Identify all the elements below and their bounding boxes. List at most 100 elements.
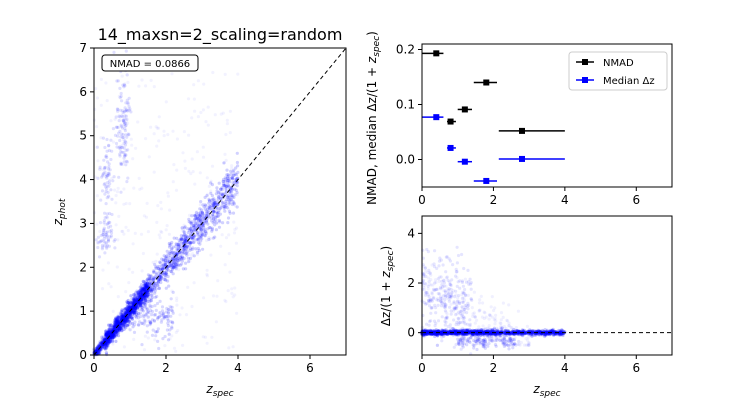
data-point xyxy=(107,332,111,336)
background-point xyxy=(148,275,152,279)
outlier-point xyxy=(104,154,108,158)
data-point xyxy=(131,301,135,306)
data-point xyxy=(223,183,227,187)
data-point xyxy=(166,279,170,283)
data-point xyxy=(145,282,150,286)
data-point xyxy=(122,316,126,321)
data-point xyxy=(104,344,108,349)
data-point xyxy=(176,247,180,251)
data-point xyxy=(161,262,166,267)
data-point xyxy=(194,223,198,227)
outlier-point xyxy=(109,157,113,162)
residual-point xyxy=(456,296,460,300)
background-point xyxy=(111,309,115,313)
data-point xyxy=(145,284,149,288)
outlier-point xyxy=(104,185,108,189)
data-point xyxy=(95,345,100,349)
data-point xyxy=(232,173,236,177)
residual-point xyxy=(525,324,530,328)
background-point xyxy=(227,252,231,256)
background-point xyxy=(167,232,171,236)
data-point xyxy=(203,227,207,231)
data-point xyxy=(132,298,136,302)
data-point xyxy=(218,206,222,211)
background-point xyxy=(181,343,185,347)
data-point xyxy=(100,342,104,346)
data-point xyxy=(105,332,109,336)
background-point xyxy=(159,207,163,211)
data-point xyxy=(143,286,147,290)
data-point xyxy=(144,281,148,285)
background-point xyxy=(107,195,111,199)
data-point xyxy=(180,257,184,261)
data-point xyxy=(138,300,142,305)
data-point xyxy=(194,213,199,217)
data-point xyxy=(177,243,181,247)
data-point xyxy=(153,275,157,279)
data-point xyxy=(133,310,137,314)
data-point xyxy=(97,350,101,354)
data-point xyxy=(159,280,163,285)
outlier-point xyxy=(104,202,108,206)
outlier-point xyxy=(127,108,131,112)
data-point xyxy=(115,330,119,335)
residual-point xyxy=(462,266,466,271)
data-point xyxy=(219,187,223,191)
residual-point xyxy=(481,338,485,343)
data-point xyxy=(159,274,163,279)
data-point xyxy=(128,305,132,309)
data-point xyxy=(182,248,186,252)
residual-point xyxy=(457,332,461,336)
outlier-point xyxy=(119,190,123,194)
data-point xyxy=(175,251,179,255)
background-point xyxy=(227,233,231,237)
data-point xyxy=(211,202,215,206)
data-point xyxy=(95,349,99,353)
data-point xyxy=(154,272,158,276)
data-point xyxy=(133,311,137,315)
residual-point xyxy=(526,330,531,334)
data-point xyxy=(197,219,201,223)
data-point xyxy=(221,201,225,205)
data-point xyxy=(124,320,129,324)
data-point xyxy=(191,228,195,232)
data-point xyxy=(123,308,127,312)
data-point xyxy=(134,306,138,310)
background-point xyxy=(122,187,126,191)
residual-point xyxy=(560,328,564,332)
data-point xyxy=(220,186,224,190)
data-point xyxy=(193,214,197,218)
data-point xyxy=(190,247,194,252)
background-point xyxy=(131,270,135,274)
residual-point xyxy=(451,309,455,313)
data-point xyxy=(115,321,120,325)
outlier-point xyxy=(102,219,106,223)
data-point xyxy=(158,268,162,272)
data-point xyxy=(144,279,148,283)
background-point xyxy=(171,180,175,184)
background-point xyxy=(180,226,184,230)
residual-point xyxy=(437,264,441,268)
data-point xyxy=(211,205,215,209)
background-point xyxy=(144,215,148,219)
residual-point xyxy=(466,268,470,272)
data-point xyxy=(153,281,157,285)
data-point xyxy=(109,334,113,338)
data-point xyxy=(165,269,169,273)
data-point xyxy=(216,195,220,199)
background-point xyxy=(123,82,127,86)
outlier-point xyxy=(106,225,111,230)
data-point xyxy=(145,296,149,300)
data-point xyxy=(138,303,142,307)
data-point xyxy=(216,214,220,218)
data-point xyxy=(161,259,165,263)
data-point xyxy=(167,255,171,259)
residual-point xyxy=(457,317,461,321)
background-point xyxy=(111,140,116,144)
residual-point xyxy=(460,315,464,319)
data-point xyxy=(173,250,177,254)
background-point xyxy=(170,269,175,273)
data-point xyxy=(158,261,163,265)
